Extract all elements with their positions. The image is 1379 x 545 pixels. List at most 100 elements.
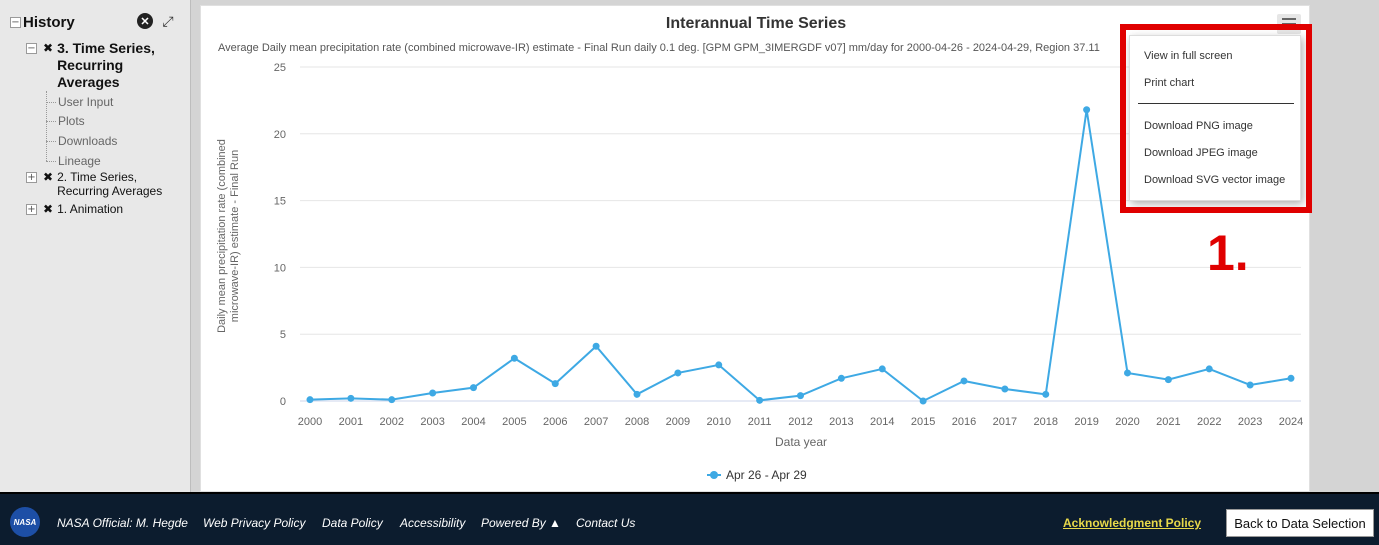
y-tick-label: 10: [274, 262, 286, 274]
x-tick-label: 2016: [952, 416, 976, 428]
data-point: [960, 377, 968, 385]
x-tick-label: 2021: [1156, 416, 1180, 428]
remove-icon[interactable]: ✖: [43, 170, 54, 184]
chart-subtitle: Average Daily mean precipitation rate (c…: [218, 42, 1100, 54]
data-point: [306, 396, 314, 404]
data-point: [1246, 381, 1254, 389]
menu-separator: [1138, 103, 1294, 104]
x-tick-label: 2011: [748, 416, 772, 428]
time-series-chart: Interannual Time Series Average Daily me…: [216, 15, 1303, 482]
data-point: [1042, 390, 1050, 398]
data-point: [347, 394, 355, 402]
y-tick-label: 20: [274, 129, 286, 141]
y-tick-label: 15: [274, 196, 286, 208]
data-point: [510, 354, 518, 362]
y-tick-label: 25: [274, 62, 286, 74]
leaf-lineage[interactable]: Lineage: [46, 154, 101, 168]
data-point: [797, 392, 804, 400]
data-policy-link[interactable]: Data Policy: [322, 516, 383, 530]
data-point: [878, 365, 886, 373]
highlight-box: [1120, 24, 1312, 213]
nasa-logo[interactable]: NASA: [10, 507, 40, 537]
menu-view-full-screen[interactable]: View in full screen: [1144, 50, 1233, 62]
remove-icon[interactable]: ✖: [43, 41, 54, 55]
y-axis-ticks: 0 5 10 15 20 25: [274, 62, 286, 408]
data-point: [674, 369, 682, 377]
history-item-1[interactable]: + ✖ 1. Animation: [26, 202, 123, 216]
history-item-label[interactable]: 1. Animation: [57, 202, 124, 216]
data-point: [551, 380, 559, 388]
leaf-downloads[interactable]: Downloads: [46, 134, 117, 148]
y-tick-label: 5: [280, 329, 286, 341]
x-tick-label: 2015: [911, 416, 935, 428]
history-header: − History: [10, 14, 75, 31]
x-tick-label: 2007: [584, 416, 608, 428]
powered-by-link[interactable]: Powered By ▲: [481, 516, 561, 530]
back-to-data-selection-button[interactable]: Back to Data Selection: [1226, 509, 1374, 537]
data-point: [837, 374, 845, 382]
legend-label[interactable]: Apr 26 - Apr 29: [726, 468, 807, 482]
history-sidebar: − History ✕ ⤢ − ✖ 3. Time Series, Recurr…: [0, 0, 191, 492]
x-tick-label: 2022: [1197, 416, 1221, 428]
x-axis-label: Data year: [775, 435, 827, 449]
menu-download-svg[interactable]: Download SVG vector image: [1144, 174, 1286, 186]
x-tick-label: 2006: [543, 416, 567, 428]
y-axis-label-line1: Daily mean precipitation rate (combined: [216, 139, 228, 333]
x-tick-label: 2018: [1034, 416, 1058, 428]
history-item-3[interactable]: − ✖ 3. Time Series, Recurring Averages: [26, 40, 175, 91]
leaf-plots[interactable]: Plots: [46, 114, 85, 128]
collapse-icon[interactable]: −: [26, 42, 37, 54]
x-tick-label: 2009: [666, 416, 690, 428]
x-tick-label: 2004: [461, 416, 485, 428]
menu-download-jpeg[interactable]: Download JPEG image: [1144, 147, 1258, 159]
data-point: [1205, 365, 1213, 373]
data-point: [470, 384, 477, 392]
x-tick-label: 2001: [339, 416, 363, 428]
data-point: [592, 342, 600, 350]
x-tick-label: 2023: [1238, 416, 1262, 428]
x-tick-label: 2013: [829, 416, 853, 428]
x-tick-label: 2002: [380, 416, 404, 428]
history-item-label[interactable]: 3. Time Series, Recurring Averages: [57, 40, 155, 90]
data-point: [429, 389, 437, 397]
y-axis-label-line2: microwave-IR) estimate - Final Run: [229, 150, 241, 322]
step-marker: 1.: [1207, 225, 1249, 281]
close-all-icon[interactable]: ✕: [137, 13, 153, 29]
web-privacy-link[interactable]: Web Privacy Policy: [203, 516, 306, 530]
x-tick-label: 2010: [707, 416, 731, 428]
expand-node-icon[interactable]: +: [26, 203, 37, 215]
x-tick-label: 2005: [502, 416, 526, 428]
x-tick-label: 2019: [1074, 416, 1098, 428]
expand-node-icon[interactable]: +: [26, 171, 37, 183]
x-tick-label: 2008: [625, 416, 649, 428]
data-point: [756, 396, 764, 404]
data-point: [1083, 106, 1091, 114]
remove-icon[interactable]: ✖: [43, 202, 54, 216]
contact-us-link[interactable]: Contact Us: [576, 516, 636, 530]
x-tick-label: 2024: [1279, 416, 1303, 428]
leaf-user-input[interactable]: User Input: [46, 95, 113, 109]
accessibility-link[interactable]: Accessibility: [400, 516, 466, 530]
menu-print-chart[interactable]: Print chart: [1144, 77, 1195, 89]
legend-marker: [710, 471, 718, 479]
history-title: History: [23, 14, 75, 31]
history-item-label[interactable]: 2. Time Series, Recurring Averages: [57, 170, 163, 198]
x-tick-label: 2000: [298, 416, 322, 428]
x-axis-ticks: 2000 2001 2002 2003 2004 2005 2006 2007 2008 2009…: [298, 416, 1303, 428]
menu-download-png[interactable]: Download PNG image: [1144, 120, 1253, 132]
x-tick-label: 2012: [788, 416, 812, 428]
expand-icon[interactable]: ⤢: [162, 12, 174, 29]
x-tick-label: 2014: [870, 416, 894, 428]
series-apr26-apr29: [306, 106, 1295, 405]
collapse-history-icon[interactable]: −: [10, 16, 21, 28]
legend[interactable]: Apr 26 - Apr 29: [707, 468, 807, 482]
acknowledgment-policy-link[interactable]: Acknowledgment Policy: [1063, 516, 1202, 530]
data-point: [715, 361, 723, 369]
data-point: [919, 397, 927, 405]
y-tick-label: 0: [280, 396, 286, 408]
data-point: [633, 390, 641, 398]
chart-title: Interannual Time Series: [666, 15, 846, 32]
history-item-2[interactable]: + ✖ 2. Time Series, Recurring Averages: [26, 170, 177, 198]
x-tick-label: 2017: [993, 416, 1017, 428]
data-point: [1001, 385, 1009, 393]
